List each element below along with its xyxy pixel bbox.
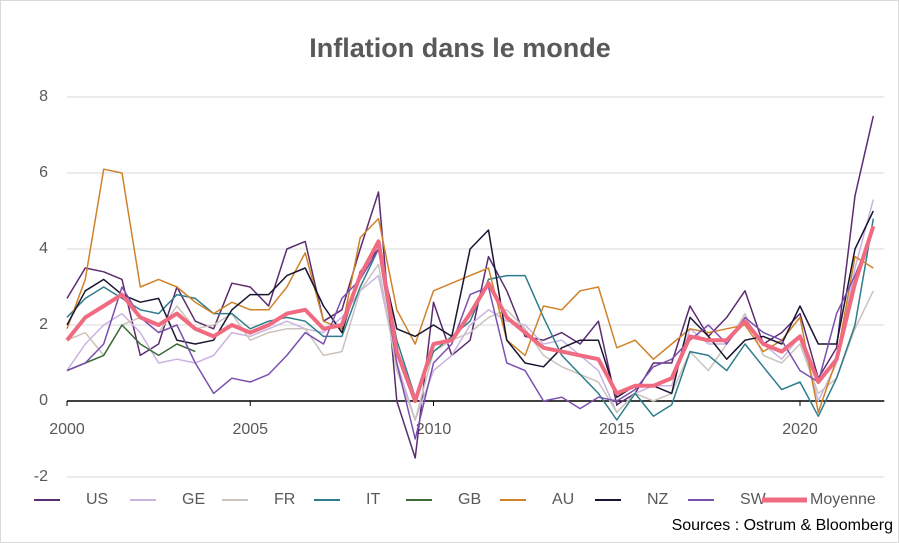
legend-label: GB (458, 491, 481, 508)
x-tick-label: 2020 (782, 421, 818, 438)
legend-label: FR (274, 491, 295, 508)
series-line (66, 263, 874, 421)
y-tick-label: 0 (39, 392, 48, 409)
legend-label: Moyenne (810, 491, 876, 508)
series-line (66, 324, 196, 372)
y-tick-label: 8 (39, 88, 48, 105)
legend-label: US (86, 491, 108, 508)
y-tick-label: 6 (39, 164, 48, 181)
legend-label: GE (182, 491, 205, 508)
y-tick-label: 2 (39, 316, 48, 333)
series-line (65, 225, 876, 403)
legend-label: IT (366, 491, 380, 508)
series-line (66, 115, 875, 459)
series-line (66, 210, 874, 398)
source-note: Sources : Ostrum & Bloomberg (672, 517, 893, 534)
x-tick-label: 2005 (232, 421, 268, 438)
x-tick-label: 2010 (416, 421, 452, 438)
x-tick-label: 2000 (49, 421, 85, 438)
legend-label: NZ (647, 491, 669, 508)
y-tick-label: 4 (39, 240, 48, 257)
legend-label: AU (552, 491, 574, 508)
y-tick-label: -2 (34, 468, 48, 485)
x-tick-label: 2015 (599, 421, 635, 438)
series-line (66, 218, 875, 421)
chart-title: Inflation dans le monde (309, 33, 611, 63)
legend-label: SW (740, 491, 767, 508)
